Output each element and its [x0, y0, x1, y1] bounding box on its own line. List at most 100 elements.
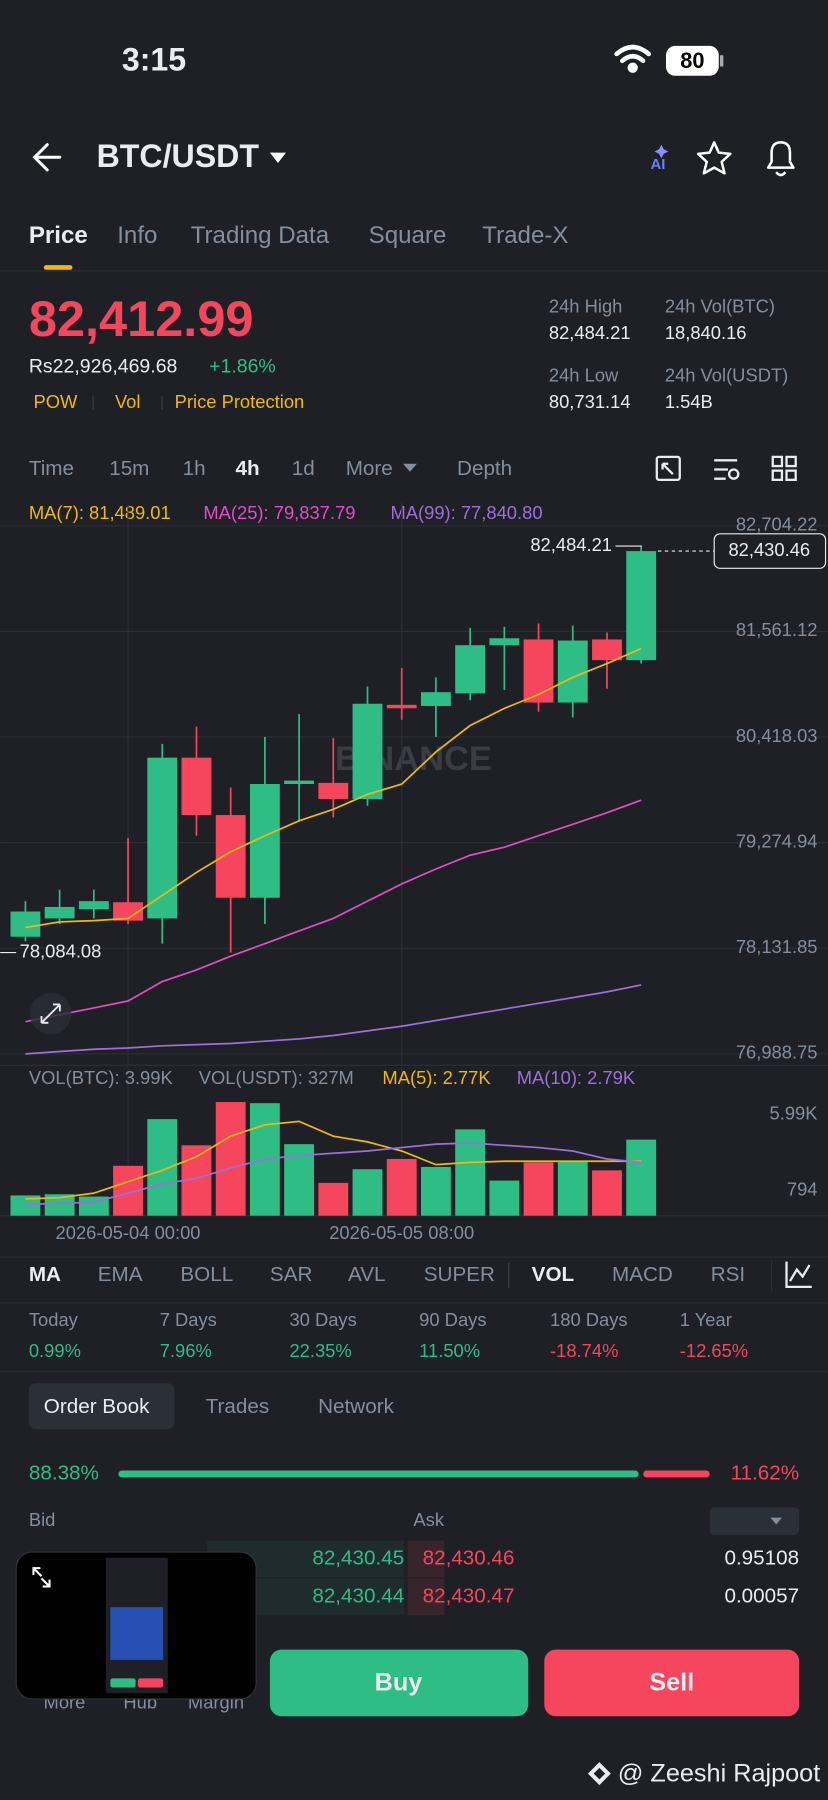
bid-price: 82,430.44	[312, 1584, 404, 1607]
video-thumbnail-content	[110, 1607, 164, 1660]
stat-value: 80,731.14	[549, 391, 631, 412]
chart-tools[interactable]	[655, 455, 797, 481]
interval[interactable]: Depth	[457, 457, 512, 480]
book-tab[interactable]: Order Book	[44, 1395, 150, 1418]
volume-label: MA(5): 2.77K	[382, 1067, 491, 1088]
precision-caret[interactable]	[770, 1517, 782, 1525]
performance-value: 0.99%	[29, 1340, 81, 1361]
ask-price: 82,430.47	[423, 1584, 515, 1607]
candle-body	[352, 703, 383, 799]
ma-label: MA(25): 79,837.79	[203, 502, 355, 523]
book-tab[interactable]: Network	[318, 1395, 394, 1418]
indicator[interactable]: SAR	[270, 1263, 312, 1286]
indicator[interactable]: EMA	[98, 1263, 143, 1286]
ma-label: MA(7): 81,489.01	[29, 502, 171, 523]
tag[interactable]: Price Protection	[175, 391, 305, 412]
candle-body	[10, 911, 41, 937]
candle-body	[557, 640, 588, 703]
video-expand[interactable]	[32, 1567, 51, 1588]
tag[interactable]: POW	[33, 391, 78, 412]
pair-title[interactable]: BTC/USDT	[97, 138, 260, 174]
favorite-button[interactable]	[696, 141, 732, 175]
pair-caret[interactable]	[269, 152, 287, 164]
stat-label: 24h Vol(USDT)	[665, 364, 788, 385]
performance-label: 30 Days	[289, 1309, 356, 1330]
sell-label[interactable]: Sell	[649, 1669, 694, 1697]
ask-amount: 0.95108	[724, 1546, 799, 1569]
volume-tick-label: 794	[787, 1179, 818, 1200]
interval[interactable]: 1d	[292, 457, 315, 480]
indicator[interactable]: RSI	[711, 1263, 745, 1286]
stat-value: 18,840.16	[665, 322, 747, 343]
ai-sparkle	[654, 144, 669, 159]
battery-nub	[719, 55, 724, 67]
y-tick-label: 76,988.75	[736, 1042, 818, 1063]
indicator[interactable]: MA	[29, 1263, 61, 1286]
stat-label: 24h Low	[549, 364, 619, 385]
battery-level: 80	[680, 48, 704, 73]
alert-button[interactable]	[766, 141, 795, 177]
performance-value: 7.96%	[160, 1340, 212, 1361]
bid-ratio-bar	[118, 1470, 639, 1478]
more-caret[interactable]	[403, 463, 417, 472]
sell-button[interactable]	[544, 1649, 800, 1717]
indicator[interactable]: SUPER	[424, 1263, 495, 1286]
ma-line	[25, 984, 642, 1055]
book-tab[interactable]: Trades	[206, 1395, 270, 1418]
volume-bar	[626, 1139, 657, 1216]
indicator[interactable]: BOLL	[180, 1263, 233, 1286]
tab[interactable]: Square	[369, 222, 447, 249]
ask-ratio-bar	[643, 1470, 710, 1478]
watermark-icon	[587, 1762, 611, 1786]
status-time: 3:15	[122, 41, 186, 77]
candle-body	[181, 757, 212, 816]
y-tick-label: 82,704.22	[736, 514, 818, 535]
back-button[interactable]	[32, 143, 62, 172]
performance-value: -12.65%	[680, 1340, 748, 1361]
video-thumbnail-content	[137, 1678, 164, 1688]
interval[interactable]: 15m	[109, 457, 149, 480]
interval[interactable]: Time	[29, 457, 74, 480]
ma-line	[25, 799, 642, 1023]
stat-label: 24h High	[549, 295, 623, 316]
wifi-icon	[614, 44, 652, 73]
buy-button[interactable]	[269, 1649, 529, 1717]
bid-price: 82,430.45	[312, 1546, 404, 1569]
high-marker-label: 82,484.21	[530, 534, 612, 555]
last-price-label: 82,430.46	[728, 539, 810, 560]
performance-label: Today	[29, 1309, 79, 1330]
tab[interactable]: Trade-X	[482, 222, 568, 249]
candle-body	[44, 906, 75, 919]
volume-bar	[44, 1194, 75, 1216]
ask-price: 82,430.46	[423, 1546, 515, 1569]
buy-label[interactable]: Buy	[375, 1669, 423, 1697]
tab-indicator	[43, 265, 73, 270]
interval[interactable]: More	[346, 457, 393, 480]
indicator[interactable]: AVL	[348, 1263, 386, 1286]
indicator[interactable]: MACD	[612, 1263, 673, 1286]
tab[interactable]: Trading Data	[191, 222, 330, 249]
tab[interactable]: Price	[29, 222, 88, 249]
column-header: Bid	[29, 1509, 56, 1530]
ask-amount: 0.00057	[724, 1584, 799, 1607]
interval[interactable]: 1h	[183, 457, 206, 480]
interval[interactable]: 4h	[235, 457, 259, 480]
indicator[interactable]: VOL	[532, 1263, 574, 1286]
indicator-settings[interactable]	[785, 1261, 812, 1289]
last-price-tag	[713, 533, 827, 569]
tag[interactable]: Vol	[115, 391, 141, 412]
y-tick-label: 78,131.85	[736, 936, 818, 957]
candle-body	[113, 902, 143, 921]
watermark: @ Zeeshi Rajpoot	[618, 1759, 820, 1787]
candle-body	[523, 639, 554, 703]
precision-select[interactable]	[709, 1507, 800, 1535]
ai-button[interactable]: AI	[650, 156, 665, 173]
x-tick-label: 2026-05-05 08:00	[329, 1222, 474, 1243]
fiat-price: Rs22,926,469.68	[29, 356, 178, 378]
volume-label: VOL(BTC): 3.99K	[29, 1067, 174, 1088]
expand-icon[interactable]	[40, 1003, 61, 1024]
price-change: +1.86%	[209, 356, 276, 378]
tab[interactable]: Info	[117, 222, 157, 249]
